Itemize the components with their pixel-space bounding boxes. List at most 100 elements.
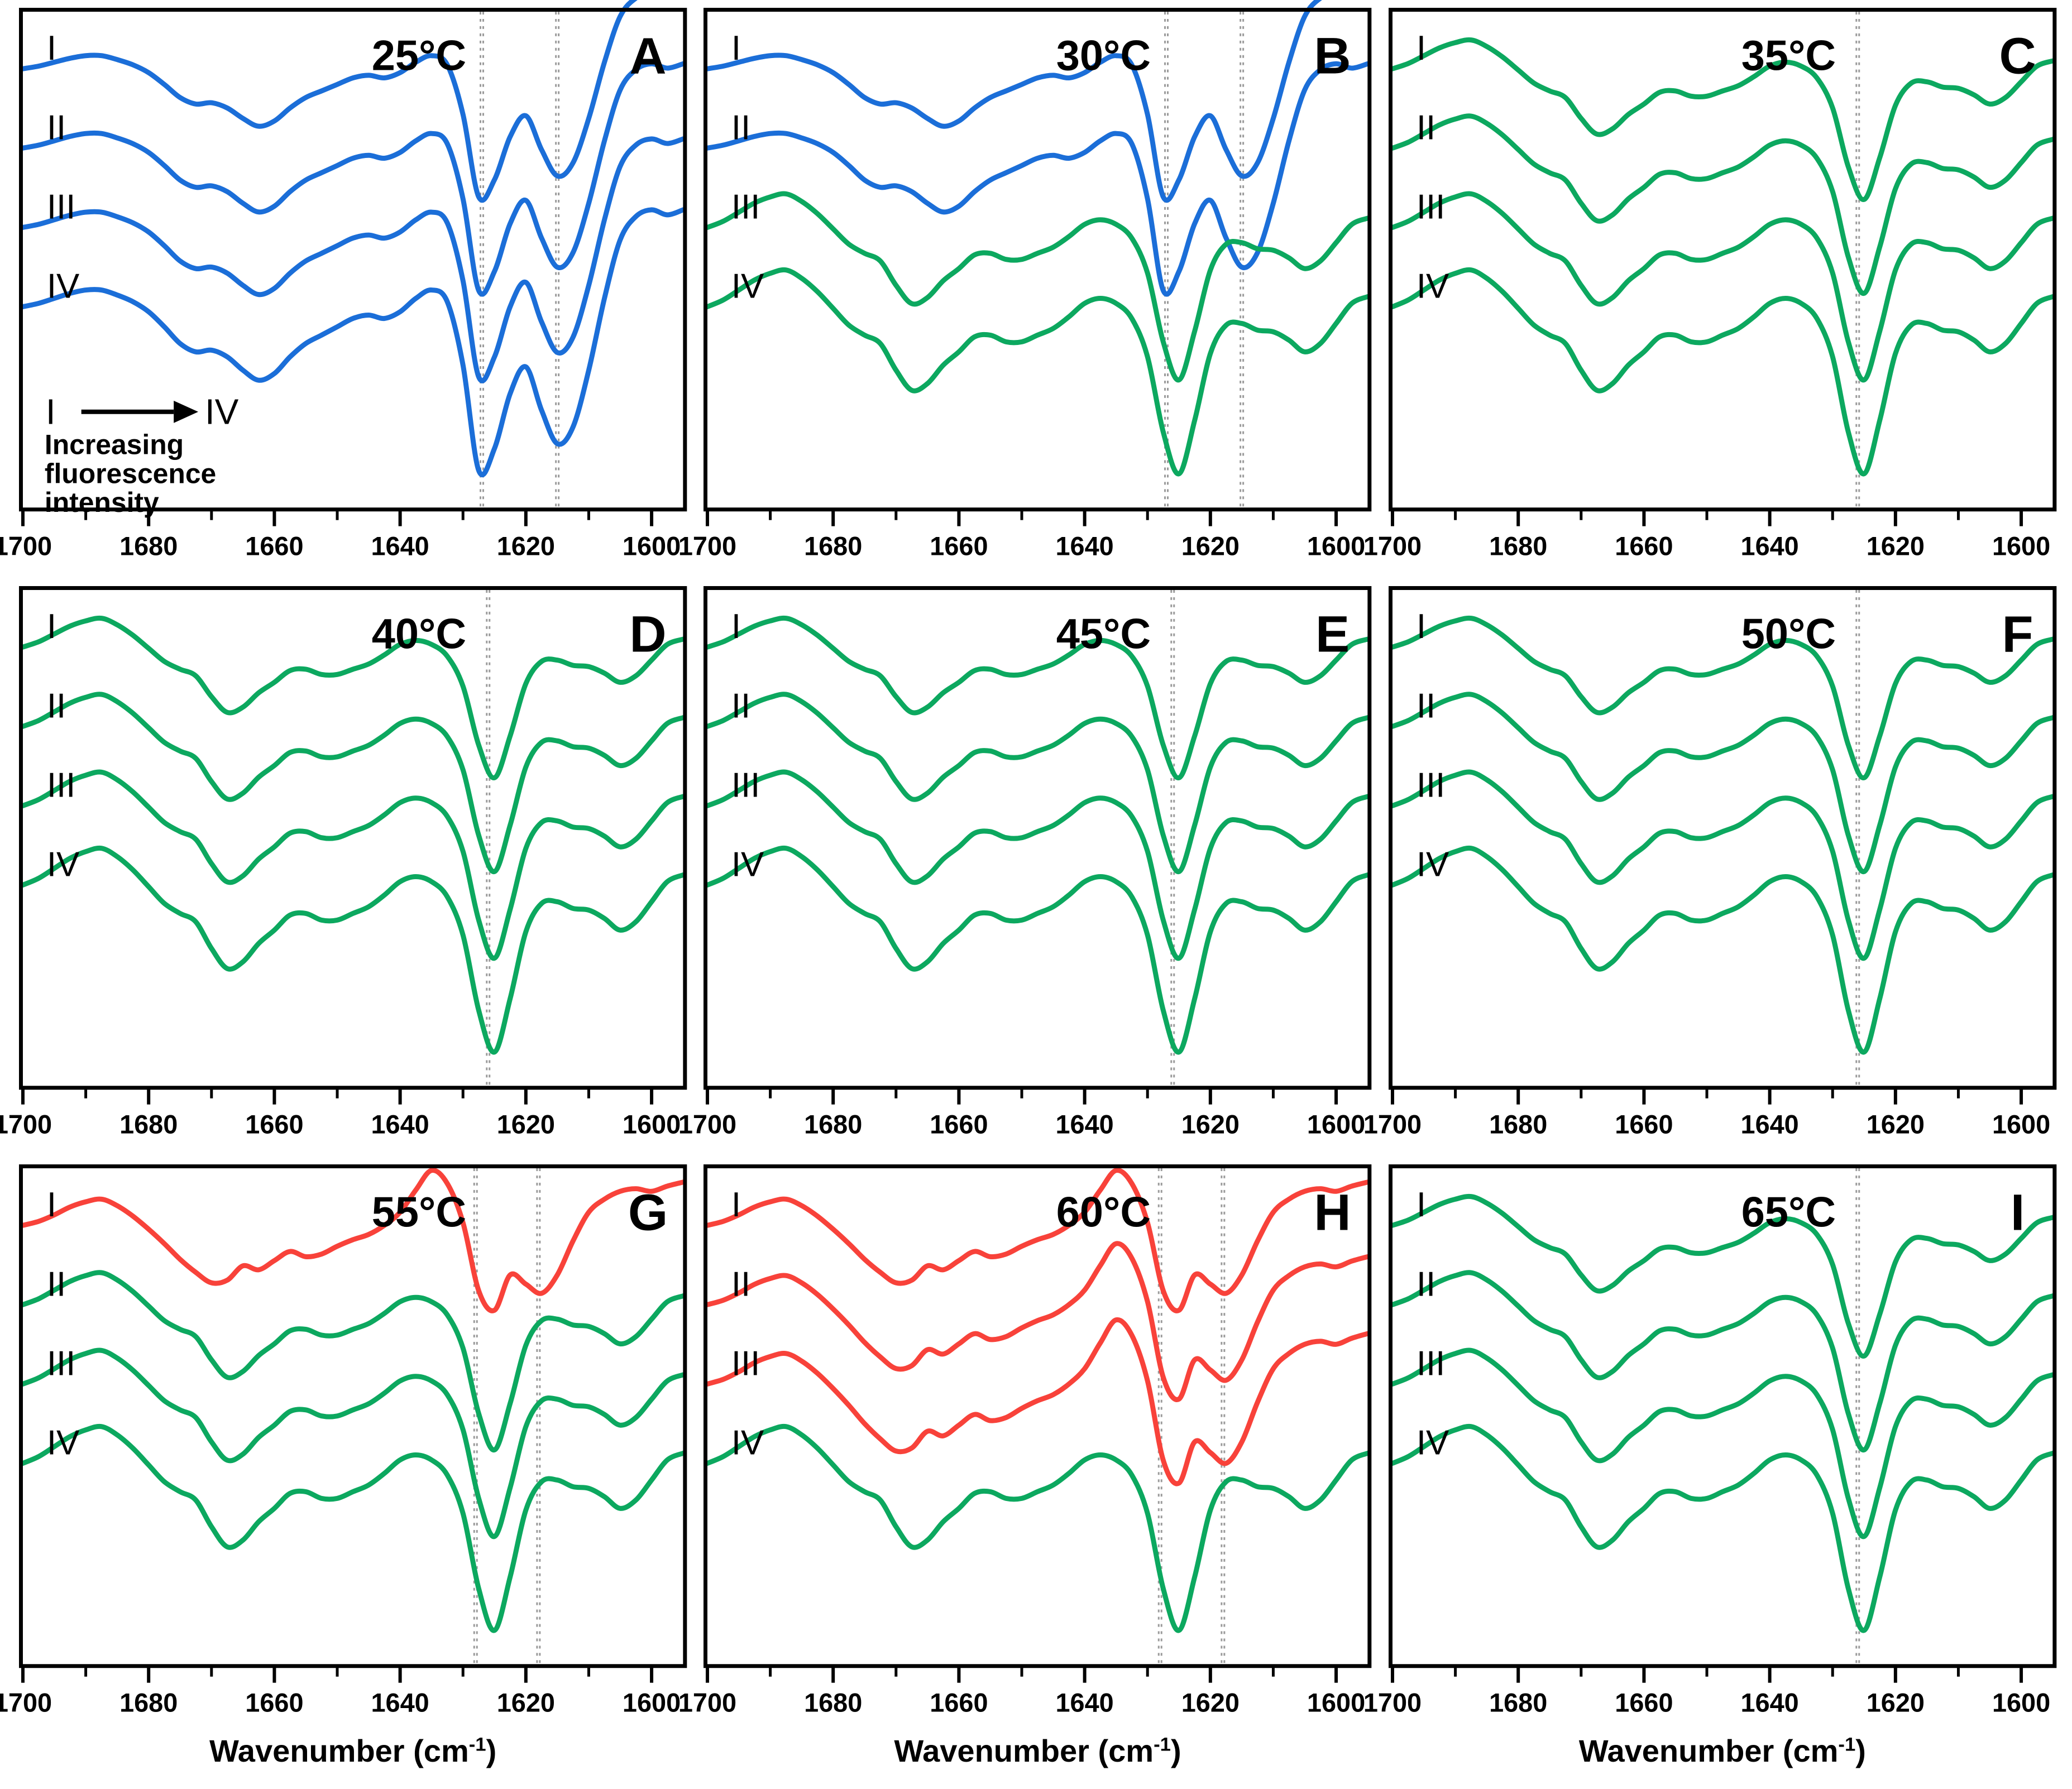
panel-letter: F xyxy=(2002,606,2033,663)
x-axis-title-close: ) xyxy=(486,1733,497,1768)
curve-label-III: III xyxy=(1417,188,1446,226)
curve-label-III: III xyxy=(47,1344,76,1383)
spectrum-curve-I xyxy=(705,615,1371,780)
x-tick-label: 1640 xyxy=(1740,1688,1798,1717)
x-tick-label: 1600 xyxy=(1307,1110,1365,1139)
x-tick-label: 1640 xyxy=(1056,1110,1114,1139)
curve-label-III: III xyxy=(47,188,76,226)
annotation-from-label: I xyxy=(46,392,56,432)
x-axis-title: Wavenumber (cm-1) xyxy=(704,1733,1371,1769)
spectrum-curve-IV xyxy=(705,267,1371,477)
curve-label-IV: IV xyxy=(47,1423,79,1462)
spectrum-curve-II xyxy=(1390,692,2055,874)
plot-frame xyxy=(19,1164,687,1668)
spectrum-curve-I xyxy=(705,0,1323,203)
spectrum-curve-I xyxy=(1390,615,2055,780)
spectrum-curve-IV xyxy=(1390,1423,2055,1633)
x-tick-label: 1640 xyxy=(1740,532,1798,561)
x-tick-label: 1620 xyxy=(497,1688,555,1717)
panel-letter: D xyxy=(629,606,666,663)
plot-frame xyxy=(704,586,1372,1090)
x-tick-label: 1640 xyxy=(1056,1688,1114,1717)
x-tick-label: 1660 xyxy=(1615,532,1673,561)
curve-label-II: II xyxy=(1417,687,1435,725)
x-tick-label: 1620 xyxy=(1866,532,1924,561)
x-tick-label: 1680 xyxy=(804,1110,862,1139)
x-tick-label: 1660 xyxy=(930,531,988,560)
spectrum-curve-II xyxy=(705,692,1371,874)
curve-label-IV: IV xyxy=(731,267,764,306)
x-tick-label: 1620 xyxy=(1181,1110,1240,1139)
x-axis-title-text: Wavenumber (cm xyxy=(894,1733,1154,1768)
x-tick-label: 1700 xyxy=(1363,532,1422,561)
x-tick-label: 1660 xyxy=(930,1688,988,1717)
curve-label-I: I xyxy=(47,1186,56,1224)
spectrum-curve-IV xyxy=(20,1423,686,1633)
curve-label-I: I xyxy=(731,607,741,646)
x-tick-label: 1700 xyxy=(1363,1110,1422,1139)
plot-frame xyxy=(19,8,687,512)
x-axis-title-close: ) xyxy=(1170,1733,1181,1768)
panel-e: I II III IV 1700 1680 1660 1640 1620 1600 45°C E xyxy=(678,586,1372,1145)
spectrum-curve-I xyxy=(20,1167,686,1313)
x-axis-title: Wavenumber (cm-1) xyxy=(1389,1733,2056,1769)
x-axis-title-sup: -1 xyxy=(468,1734,486,1756)
spectrum-curve-I xyxy=(20,0,638,203)
panel-d: I II III IV 1700 1680 1660 1640 1620 1600 40°C D xyxy=(0,586,687,1145)
x-axis-title-sup: -1 xyxy=(1154,1734,1171,1756)
curve-label-I: I xyxy=(731,29,741,68)
spectrum-curve-IV xyxy=(1390,267,2055,477)
x-tick-label: 1620 xyxy=(497,531,555,560)
x-tick-label: 1600 xyxy=(1307,531,1365,560)
curve-label-I: I xyxy=(1417,1186,1426,1224)
curve-label-I: I xyxy=(1417,607,1426,646)
x-axis-title-close: ) xyxy=(1855,1733,1866,1768)
x-axis-title-text: Wavenumber (cm xyxy=(1578,1733,1839,1768)
x-tick-label: 1680 xyxy=(119,1110,178,1139)
curve-label-IV: IV xyxy=(47,845,79,884)
curve-label-III: III xyxy=(731,766,760,804)
x-axis-title-text: Wavenumber (cm xyxy=(209,1733,469,1768)
x-tick-label: 1680 xyxy=(1489,1688,1547,1717)
curve-label-I: I xyxy=(731,1186,741,1224)
panel-letter: B xyxy=(1314,28,1351,85)
curve-label-III: III xyxy=(731,188,760,226)
x-tick-label: 1640 xyxy=(1740,1110,1798,1139)
plot-frame xyxy=(704,8,1372,512)
panel-letter: E xyxy=(1315,606,1350,663)
x-tick-label: 1680 xyxy=(119,1688,178,1717)
curve-label-III: III xyxy=(1417,766,1446,804)
x-axis-title: Wavenumber (cm-1) xyxy=(19,1733,687,1769)
panel-b: I II III IV 1700 1680 1660 1640 1620 1600 30°C B xyxy=(678,0,1372,567)
x-tick-label: 1700 xyxy=(0,1110,52,1139)
curve-label-IV: IV xyxy=(47,267,79,306)
panel-title: 35°C xyxy=(1741,32,1835,80)
x-tick-label: 1660 xyxy=(1615,1688,1673,1717)
x-tick-label: 1620 xyxy=(1181,1688,1240,1717)
x-tick-label: 1620 xyxy=(497,1110,555,1139)
curve-label-I: I xyxy=(47,29,56,68)
spectrum-curve-I xyxy=(20,615,686,780)
x-tick-label: 1680 xyxy=(119,531,178,560)
spectrum-curve-III xyxy=(1390,769,2055,961)
arrow-right-icon xyxy=(174,400,199,423)
x-tick-label: 1600 xyxy=(1992,1110,2050,1139)
curve-label-II: II xyxy=(731,1265,750,1303)
x-tick-label: 1660 xyxy=(1615,1110,1673,1139)
x-tick-label: 1680 xyxy=(804,531,862,560)
curve-label-II: II xyxy=(731,108,750,147)
panel-g: I II III IV 1700 1680 1660 1640 1620 1600 55°C G xyxy=(0,1164,687,1724)
curve-label-IV: IV xyxy=(1417,1423,1449,1462)
panel-a: I II III IV 1700 1680 1660 1640 1620 1600 25°C A I IV… xyxy=(0,0,687,567)
spectrum-curve-II xyxy=(20,692,686,874)
panel-letter: H xyxy=(1314,1184,1351,1241)
spectrum-curve-III xyxy=(705,769,1371,961)
x-tick-label: 1600 xyxy=(1307,1688,1365,1717)
